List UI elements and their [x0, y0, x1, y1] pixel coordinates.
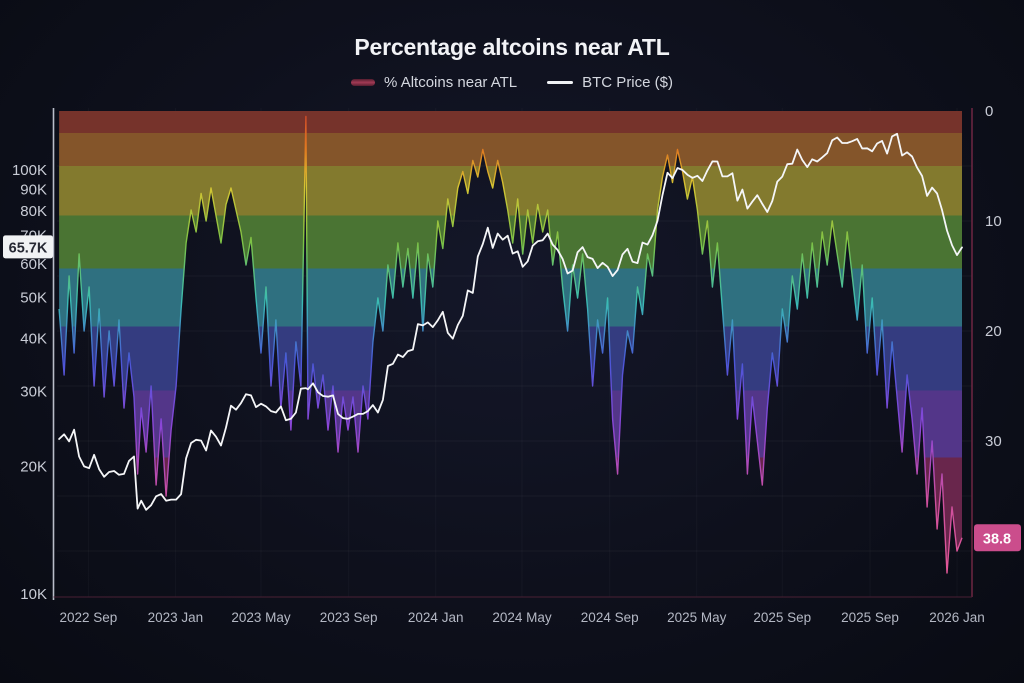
x-axis-tick-label: 2025 Sep: [753, 610, 811, 625]
y-axis-left-tick-label: 60K: [20, 256, 47, 273]
legend-label-altcoins: % Altcoins near ATL: [384, 74, 518, 91]
btc-price-badge-label: 65.7K: [9, 240, 48, 256]
x-axis-tick-label: 2023 Jan: [148, 610, 204, 625]
y-axis-left-tick-label: 20K: [20, 458, 47, 475]
x-axis-tick-label: 2025 Sep: [841, 610, 899, 625]
y-axis-right-tick-label: 10: [985, 213, 1002, 230]
y-axis-right-tick-label: 0: [985, 103, 993, 120]
x-axis-tick-label: 2024 Jan: [408, 610, 464, 625]
x-axis-tick-label: 2025 May: [667, 610, 727, 625]
y-axis-left-tick-label: 80K: [20, 203, 47, 220]
x-axis-tick-label: 2026 Jan: [929, 610, 985, 625]
altcoin-pct-area: [59, 111, 963, 573]
altcoin-pct-badge-label: 38.8: [983, 531, 1011, 547]
legend-label-btc: BTC Price ($): [582, 74, 673, 91]
x-axis-tick-label: 2024 Sep: [581, 610, 639, 625]
btc-price-line: [58, 132, 963, 511]
y-axis-right-tick-label: 20: [985, 323, 1002, 340]
btc-price-badge: 65.7K: [3, 235, 53, 259]
x-axis-tick-label: 2023 Sep: [320, 610, 378, 625]
x-axis-tick-label: 2024 May: [492, 610, 552, 625]
y-axis-left-tick-label: 90K: [20, 181, 47, 198]
altcoin-pct-line: [58, 115, 963, 574]
altcoin-pct-badge: 38.8: [974, 524, 1021, 552]
chart-title: Percentage altcoins near ATL: [354, 34, 670, 60]
y-axis-left-tick-label: 30K: [20, 384, 47, 401]
altcoin-series-swatch-icon: [351, 79, 376, 86]
legend-item-altcoins: % Altcoins near ATL: [351, 74, 517, 91]
legend-item-btc: BTC Price ($): [547, 74, 673, 91]
chart-legend: % Altcoins near ATL BTC Price ($): [0, 74, 1024, 91]
btc-series-swatch-icon: [547, 81, 574, 84]
y-axis-left-tick-label: 10K: [20, 586, 47, 603]
y-axis-left-tick-label: 50K: [20, 290, 47, 307]
y-axis-right-tick-label: 30: [985, 433, 1002, 450]
x-axis-tick-label: 2022 Sep: [59, 610, 117, 625]
y-axis-left-tick-label: 100K: [12, 162, 47, 179]
x-axis-tick-label: 2023 May: [231, 610, 291, 625]
y-axis-left-tick-label: 40K: [20, 331, 47, 348]
